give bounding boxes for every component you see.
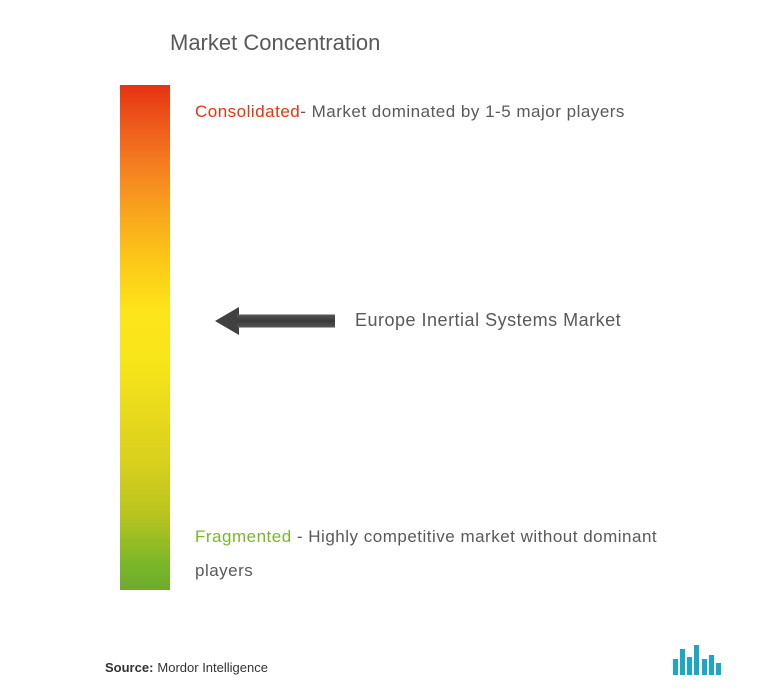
consolidated-text: - Market dominated by 1-5 major players xyxy=(300,102,625,121)
market-marker: Europe Inertial Systems Market xyxy=(215,310,621,331)
footer-row: Source: Mordor Intelligence xyxy=(105,645,721,675)
marker-label: Europe Inertial Systems Market xyxy=(355,310,621,331)
mordor-logo-icon xyxy=(673,645,721,675)
page-title: Market Concentration xyxy=(170,30,711,56)
source-name: Mordor Intelligence xyxy=(157,660,268,675)
source-attribution: Source: Mordor Intelligence xyxy=(105,660,268,675)
infographic-container: Market Concentration Consolidated- Marke… xyxy=(0,0,761,700)
consolidated-label: Consolidated- Market dominated by 1-5 ma… xyxy=(195,95,695,129)
consolidated-keyword: Consolidated xyxy=(195,102,300,121)
concentration-gradient-bar xyxy=(120,85,170,590)
source-prefix: Source: xyxy=(105,660,153,675)
arrow-left-icon xyxy=(215,312,335,330)
fragmented-keyword: Fragmented xyxy=(195,527,292,546)
fragmented-label: Fragmented - Highly competitive market w… xyxy=(195,520,695,588)
